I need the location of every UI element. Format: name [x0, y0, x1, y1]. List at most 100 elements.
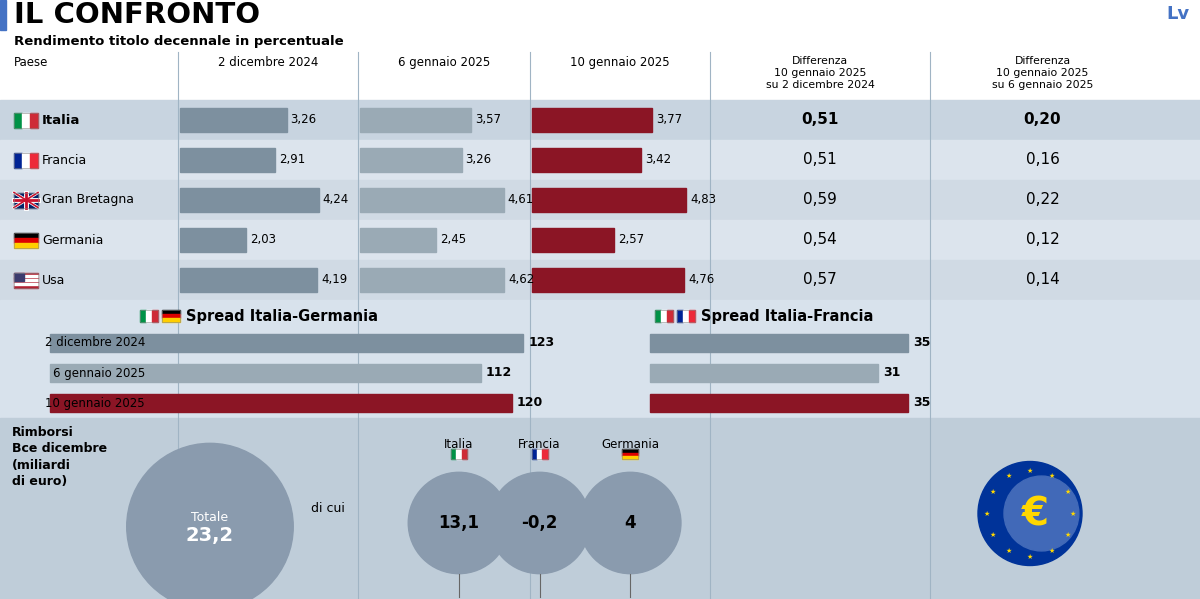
Text: di cui: di cui: [311, 502, 346, 515]
Text: Differenza
10 gennaio 2025
su 2 dicembre 2024: Differenza 10 gennaio 2025 su 2 dicembre…: [766, 56, 875, 90]
Bar: [50, 364, 481, 382]
Bar: [650, 334, 908, 352]
Text: 2,03: 2,03: [251, 234, 276, 247]
Bar: [146, 310, 152, 322]
Bar: [14, 232, 38, 247]
Bar: [0, 180, 1200, 220]
Text: 0,14: 0,14: [1026, 273, 1060, 288]
Bar: [360, 189, 504, 211]
Text: 2 dicembre 2024: 2 dicembre 2024: [44, 337, 145, 349]
Text: ★: ★: [1006, 547, 1012, 553]
Bar: [140, 310, 158, 322]
Bar: [623, 449, 638, 453]
Bar: [180, 189, 319, 211]
Text: IL CONFRONTO: IL CONFRONTO: [14, 1, 260, 29]
Bar: [14, 275, 38, 277]
Bar: [360, 149, 462, 171]
Bar: [536, 449, 542, 459]
Text: ★: ★: [990, 532, 996, 538]
Bar: [677, 310, 695, 322]
Text: €: €: [1022, 495, 1049, 534]
Text: Francia: Francia: [42, 153, 88, 167]
Text: 3,42: 3,42: [646, 153, 671, 167]
Bar: [0, 0, 6, 30]
Bar: [14, 283, 38, 285]
Bar: [0, 0, 1200, 148]
Bar: [655, 310, 661, 322]
Text: 0,16: 0,16: [1026, 153, 1060, 168]
Text: 4: 4: [624, 514, 636, 532]
Text: ★: ★: [1027, 467, 1033, 473]
Bar: [360, 108, 472, 132]
Bar: [532, 228, 614, 252]
Text: 2,91: 2,91: [280, 153, 305, 167]
Bar: [180, 108, 287, 132]
Bar: [14, 192, 38, 207]
Bar: [14, 153, 22, 168]
Bar: [689, 310, 695, 322]
Bar: [14, 273, 38, 288]
Text: Usa: Usa: [42, 274, 65, 286]
Bar: [661, 310, 667, 322]
Bar: [532, 108, 653, 132]
Bar: [667, 310, 673, 322]
Text: 4,19: 4,19: [320, 274, 347, 286]
Text: 2,57: 2,57: [618, 234, 644, 247]
Text: Rimborsi
Bce dicembre
(miliardi
di euro): Rimborsi Bce dicembre (miliardi di euro): [12, 426, 107, 489]
Bar: [180, 228, 246, 252]
Bar: [677, 310, 683, 322]
Bar: [0, 100, 1200, 140]
Bar: [542, 449, 547, 459]
Bar: [0, 300, 1200, 418]
Bar: [152, 310, 158, 322]
Text: Germania: Germania: [601, 438, 659, 451]
Bar: [50, 394, 511, 412]
Text: Totale: Totale: [192, 511, 228, 524]
Text: 6 gennaio 2025: 6 gennaio 2025: [398, 56, 490, 69]
Text: Francia: Francia: [518, 438, 560, 451]
Bar: [14, 113, 38, 128]
Text: ★: ★: [1049, 473, 1055, 479]
Text: ★: ★: [1006, 473, 1012, 479]
Text: 35: 35: [913, 337, 930, 349]
Text: 23,2: 23,2: [186, 526, 234, 545]
Text: 2,45: 2,45: [440, 234, 467, 247]
Bar: [0, 140, 1200, 180]
Text: Italia: Italia: [42, 113, 80, 126]
Text: 0,22: 0,22: [1026, 192, 1060, 207]
Text: 0,54: 0,54: [803, 232, 836, 247]
Bar: [623, 449, 638, 459]
Text: 0,20: 0,20: [1024, 113, 1061, 128]
Text: 4,24: 4,24: [323, 193, 349, 207]
Text: -0,2: -0,2: [522, 514, 558, 532]
Circle shape: [408, 472, 510, 574]
Text: 3,77: 3,77: [656, 113, 683, 126]
Bar: [650, 394, 908, 412]
Text: 13,1: 13,1: [438, 514, 480, 532]
Text: Lv: Lv: [1166, 5, 1190, 23]
Text: 0,51: 0,51: [803, 153, 836, 168]
Text: 120: 120: [516, 397, 542, 410]
Text: Paese: Paese: [14, 56, 48, 69]
Text: 3,57: 3,57: [475, 113, 502, 126]
Bar: [14, 243, 38, 247]
Text: ★: ★: [990, 489, 996, 495]
Bar: [451, 449, 456, 459]
Text: 0,57: 0,57: [803, 273, 836, 288]
Bar: [30, 113, 38, 128]
Bar: [0, 220, 1200, 260]
Bar: [0, 418, 1200, 599]
Text: 0,51: 0,51: [802, 113, 839, 128]
Text: 31: 31: [883, 367, 901, 380]
Bar: [0, 260, 1200, 300]
Bar: [14, 279, 38, 281]
Circle shape: [1004, 476, 1079, 551]
Bar: [532, 189, 686, 211]
Bar: [532, 149, 641, 171]
Bar: [162, 310, 180, 322]
Bar: [650, 364, 878, 382]
Bar: [360, 268, 504, 292]
Text: 4,62: 4,62: [508, 274, 534, 286]
Bar: [180, 149, 275, 171]
Text: ★: ★: [1064, 489, 1070, 495]
